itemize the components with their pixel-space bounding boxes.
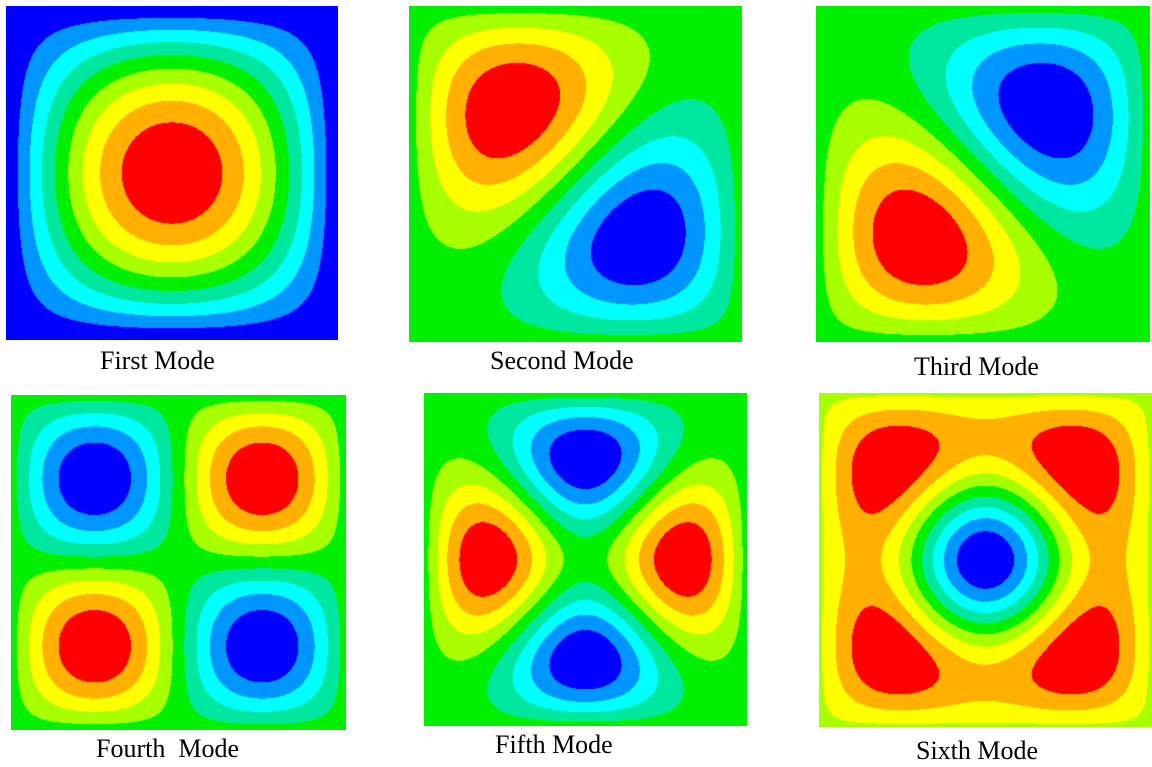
mode-2-contour-plot bbox=[409, 6, 742, 342]
mode-1-contour-canvas bbox=[6, 6, 338, 340]
mode-3-contour-canvas bbox=[816, 6, 1150, 342]
mode-6-caption: Sixth Mode bbox=[916, 736, 1039, 765]
mode-4-caption: Fourth Mode bbox=[96, 734, 239, 763]
mode-5-caption: Fifth Mode bbox=[495, 730, 613, 759]
mode-5-contour-plot bbox=[424, 393, 747, 726]
mode-6-contour-plot bbox=[819, 393, 1152, 727]
mode-2-contour-canvas bbox=[409, 6, 742, 342]
mode-1-contour-plot bbox=[6, 6, 338, 340]
mode-2-caption: Second Mode bbox=[490, 346, 634, 375]
mode-3-contour-plot bbox=[816, 6, 1150, 342]
mode-4-contour-plot bbox=[11, 395, 346, 730]
mode-1-caption: First Mode bbox=[100, 346, 215, 375]
mode-4-contour-canvas bbox=[11, 395, 346, 730]
mode-3-caption: Third Mode bbox=[914, 352, 1039, 381]
mode-5-contour-canvas bbox=[424, 393, 747, 726]
mode-6-contour-canvas bbox=[819, 393, 1152, 727]
